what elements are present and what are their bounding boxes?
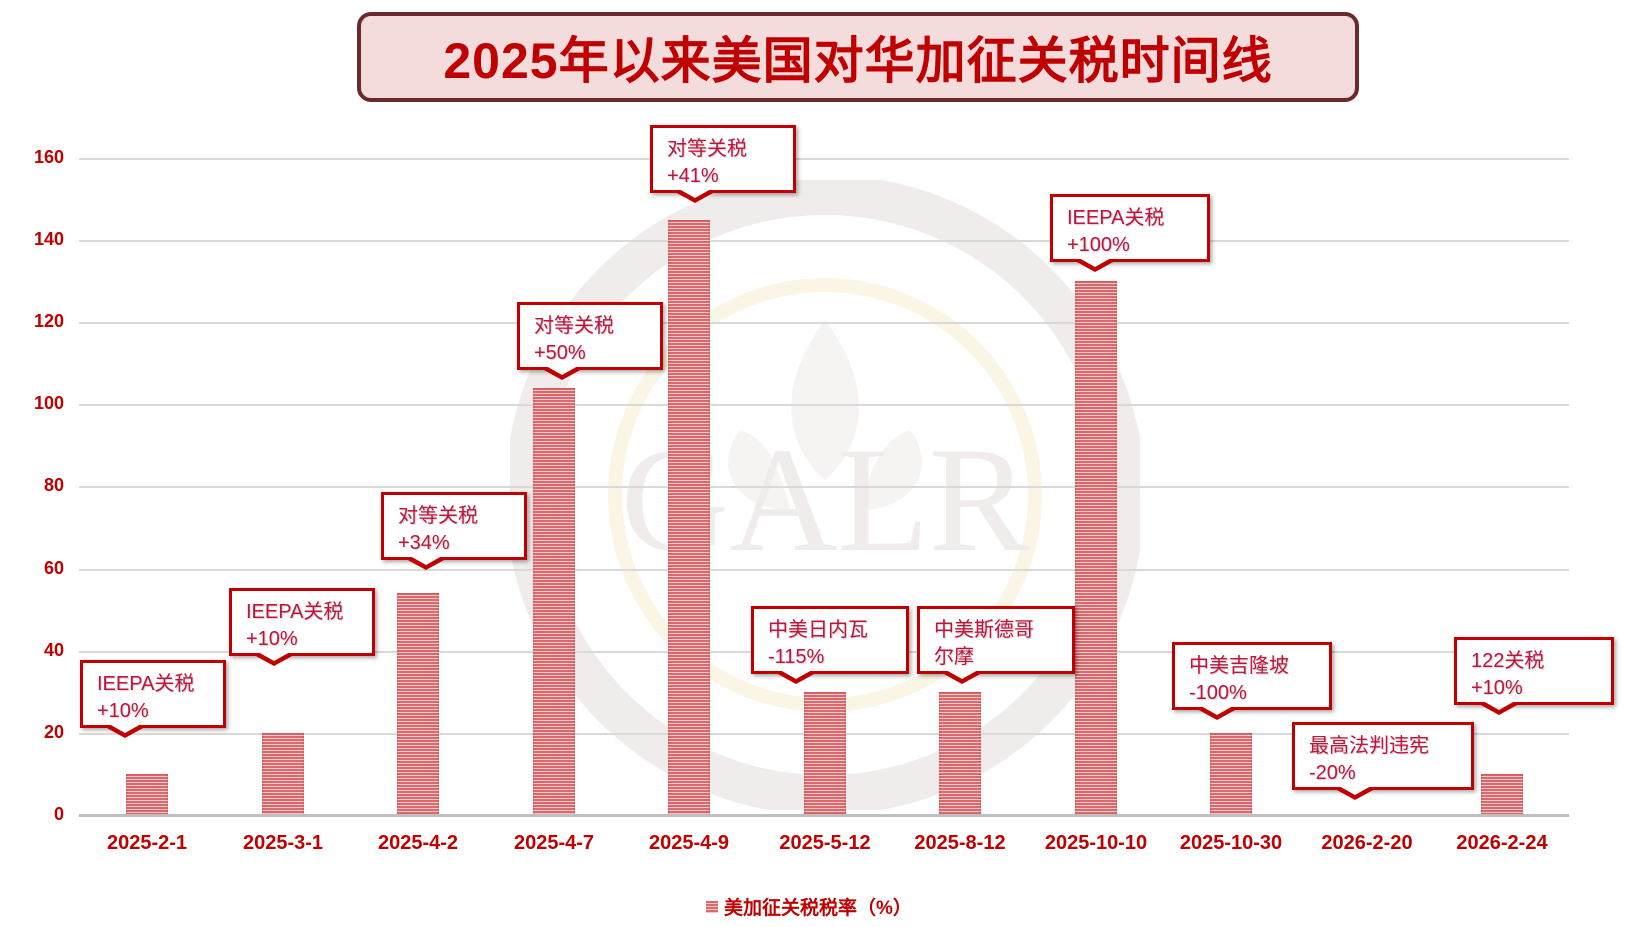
annotation-value: +34% [398,532,450,554]
x-tick: 2025-3-1 [242,832,324,854]
bar-2025-5-12 [804,692,846,815]
annotation-title: IEEPA关税 [1067,207,1165,229]
gridline [79,486,1569,488]
y-tick: 100 [33,393,64,413]
annotation-callout: 最高法判违宪 -20% [1292,722,1474,800]
annotation-title: 中美日内瓦 [768,619,868,641]
annotation-value: 尔摩 [934,646,974,668]
gridline [79,158,1569,160]
gridline [79,322,1569,324]
annotation-value: +10% [246,628,298,650]
x-tick: 2025-5-12 [779,832,871,854]
annotation-value: +41% [667,165,719,187]
annotation-title: 对等关税 [667,138,747,160]
x-tick: 2026-2-24 [1456,832,1548,854]
bar-2025-8-12 [939,692,981,815]
chart-title: 2025年以来美国对华加征关税时间线 [443,33,1273,89]
legend: 美加征关税税率（%） [706,893,912,920]
y-tick: 120 [33,311,64,331]
legend-swatch-icon [706,900,718,913]
annotation-title: 对等关税 [534,315,614,337]
y-tick: 60 [43,558,64,578]
x-tick: 2025-4-7 [513,832,595,854]
bar-2025-4-2 [397,593,439,815]
annotation-title: IEEPA关税 [246,601,344,623]
y-tick: 40 [43,640,64,660]
bar-2025-2-1 [126,774,168,815]
x-tick: 2025-4-2 [377,832,459,854]
annotation-callout: 中美日内瓦 -115% [751,606,909,684]
chart-title-box: 2025年以来美国对华加征关税时间线 [357,12,1359,102]
annotation-value: +100% [1067,234,1130,256]
x-tick: 2025-10-10 [1044,832,1148,854]
x-tick: 2026-2-20 [1321,832,1413,854]
annotation-title: 122关税 [1471,650,1545,672]
bar-2025-10-10 [1075,281,1117,815]
y-tick: 0 [53,804,64,824]
annotation-value: +50% [534,342,586,364]
annotation-title: 中美吉隆坡 [1189,655,1289,677]
x-tick: 2025-8-12 [914,832,1006,854]
annotation-callout: 中美斯德哥 尔摩 [917,606,1075,684]
annotation-title: IEEPA关税 [97,673,195,695]
bar-2025-3-1 [262,733,304,815]
annotation-callout: 中美吉隆坡 -100% [1172,642,1332,720]
annotation-title: 中美斯德哥 [934,619,1034,641]
x-tick: 2025-2-1 [106,832,188,854]
bar-2025-4-9 [668,220,710,815]
annotation-value: -20% [1309,762,1356,784]
bar-2025-10-30 [1210,733,1252,815]
annotation-callout: IEEPA关税 +10% [229,588,375,666]
y-tick: 20 [43,722,64,742]
annotation-value: +10% [1471,677,1523,699]
gridline [79,569,1569,571]
bar-2026-2-24 [1481,774,1523,815]
y-tick: 160 [33,147,64,167]
annotation-callout: IEEPA关税 +100% [1050,194,1210,272]
annotation-callout: 对等关税 +34% [381,492,527,570]
legend-label: 美加征关税税率（%） [724,898,912,919]
annotation-title: 对等关税 [398,505,478,527]
bar-2025-4-7 [533,388,575,815]
gridline [79,240,1569,242]
annotation-value: -100% [1189,682,1247,704]
annotation-title: 最高法判违宪 [1309,735,1429,757]
y-tick: 140 [33,229,64,249]
y-tick: 80 [43,475,64,495]
x-tick: 2025-10-30 [1179,832,1283,854]
annotation-callout: 对等关税 +41% [650,125,796,203]
annotation-callout: 122关税 +10% [1454,637,1614,715]
annotation-callout: 对等关税 +50% [517,302,663,380]
gridline [79,404,1569,406]
x-tick: 2025-4-9 [648,832,730,854]
annotation-value: -115% [768,646,825,668]
annotation-value: +10% [97,700,149,722]
x-axis-line [79,814,1569,817]
annotation-callout: IEEPA关税 +10% [80,660,226,738]
